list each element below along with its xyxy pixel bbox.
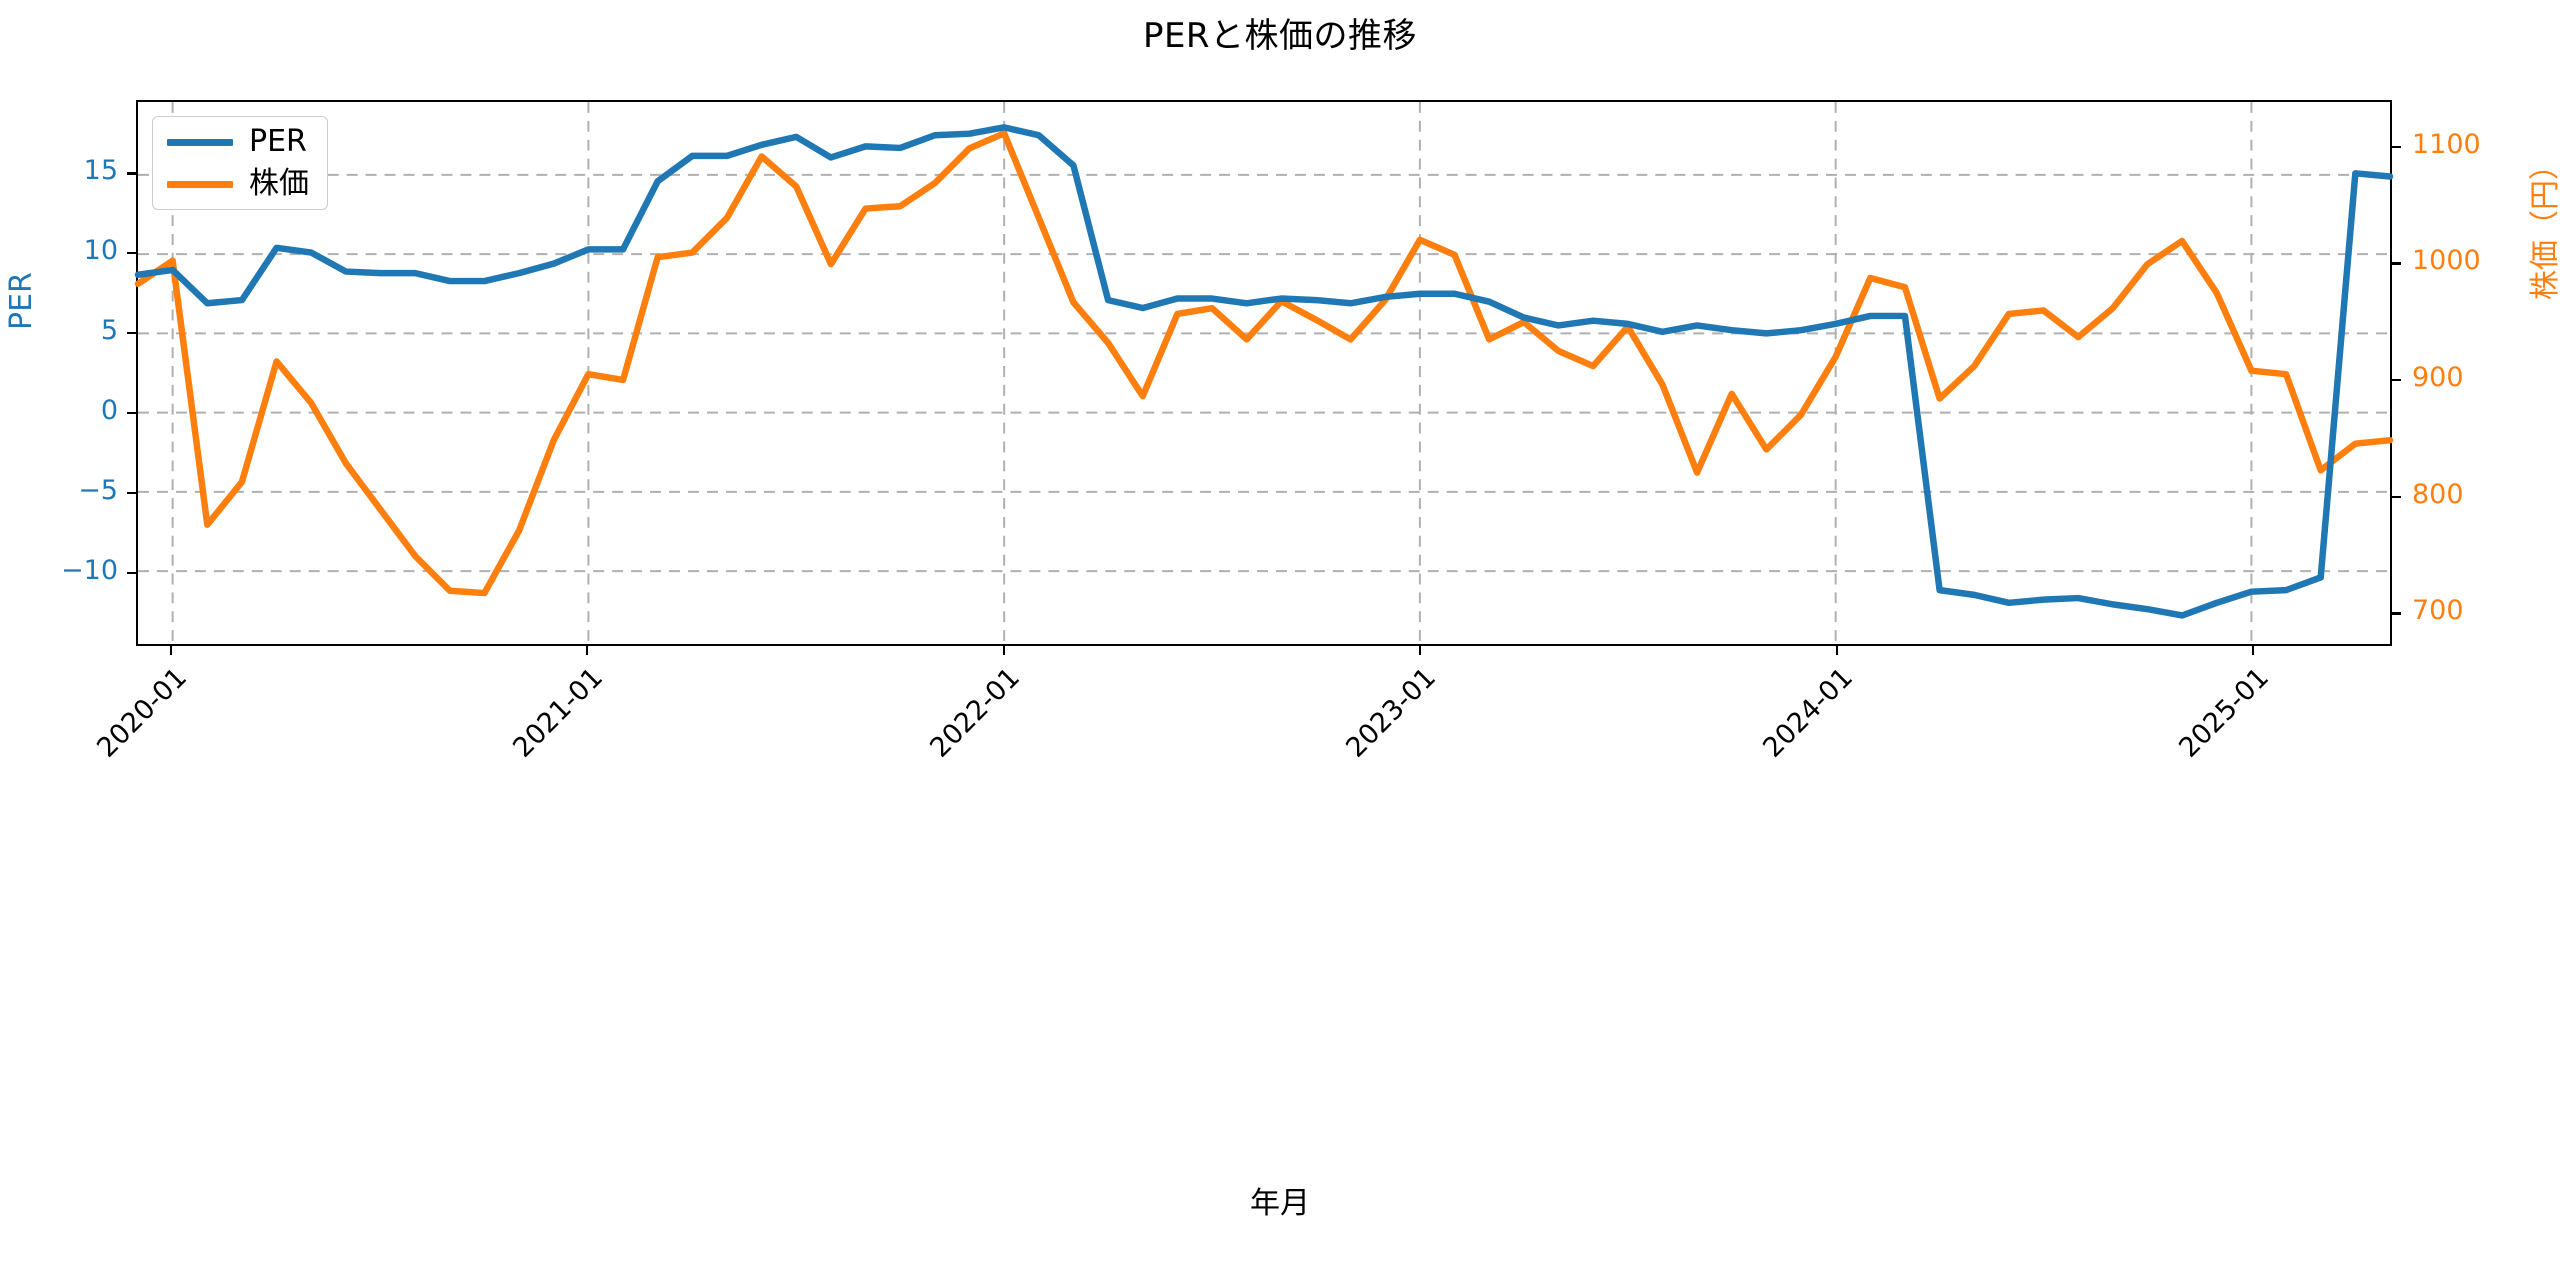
y-axis-right-tick-label: 1000: [2412, 245, 2481, 277]
data-layer: [134, 124, 2394, 619]
y-axis-right-tick-mark: [2392, 262, 2401, 265]
y-axis-left-tick-label: 5: [100, 315, 118, 347]
y-axis-left-tick-mark: [127, 491, 136, 494]
y-axis-left-tick-mark: [127, 172, 136, 175]
y-axis-right-tick-mark: [2392, 612, 2401, 615]
legend-swatch-stock-price: [167, 180, 233, 188]
legend-label-stock-price: 株価: [249, 166, 309, 201]
chart-legend: PER 株価: [152, 116, 328, 210]
x-axis-tick-mark: [1835, 646, 1838, 655]
y-axis-left-tick-mark: [127, 571, 136, 574]
x-axis-tick-mark: [586, 646, 589, 655]
y-axis-right-tick-label: 900: [2412, 362, 2464, 393]
y-axis-right-tick-label: 1100: [2412, 128, 2481, 160]
y-axis-right-tick-mark: [2392, 379, 2401, 382]
x-axis-tick-label: 2022-01: [923, 662, 1026, 764]
x-axis-tick-mark: [2252, 646, 2255, 655]
x-axis-tick-mark: [1419, 646, 1422, 655]
y-axis-left-tick-label: 0: [100, 394, 118, 426]
x-axis-tick-mark: [1002, 646, 1005, 655]
x-axis-tick-label: 2024-01: [1756, 662, 1859, 764]
x-axis-tick-mark: [169, 646, 172, 655]
y-axis-right-tick-label: 800: [2412, 478, 2464, 510]
x-axis-tick-label: 2020-01: [90, 662, 193, 764]
y-axis-right-tick-label: 700: [2412, 595, 2464, 627]
y-axis-left-tick-mark: [127, 252, 136, 255]
plot-area: [134, 100, 2394, 646]
legend-swatch-per: [167, 138, 233, 146]
y-axis-left-tick-mark: [127, 411, 136, 415]
y-axis-left-tick-label: 10: [83, 235, 118, 267]
y-axis-right-tick-mark: [2392, 145, 2401, 148]
y-axis-left-tick-label: 15: [83, 155, 118, 187]
legend-item-per[interactable]: PER: [167, 127, 309, 157]
y-axis-left-tick-label: −5: [78, 474, 118, 506]
x-axis-tick-label: 2023-01: [1340, 662, 1443, 764]
chart-title: PERと株価の推移: [1142, 16, 1418, 56]
x-axis-tick-label: 2025-01: [2173, 662, 2276, 764]
legend-label-per: PER: [249, 124, 307, 159]
y-axis-right-label: 株価（円）: [2528, 150, 2560, 300]
y-axis-left-tick-mark: [127, 332, 136, 335]
x-axis-label: 年月: [1250, 1186, 1310, 1221]
x-axis-tick-label: 2021-01: [507, 662, 610, 764]
legend-item-stock-price[interactable]: 株価: [167, 169, 309, 199]
y-axis-left-tick-label: −10: [61, 554, 118, 586]
y-axis-left-label: PER: [4, 272, 39, 330]
y-axis-right-tick-mark: [2392, 495, 2401, 498]
